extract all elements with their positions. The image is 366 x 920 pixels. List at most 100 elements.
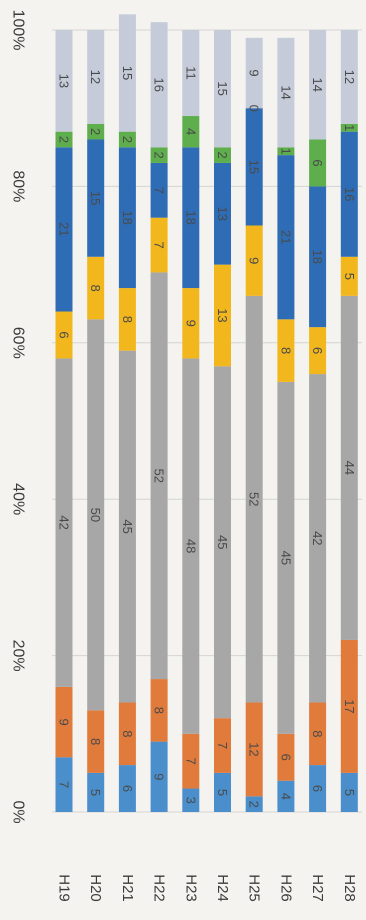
bar-segment [182, 788, 200, 812]
bar-segment [214, 366, 231, 719]
bar-segment [214, 772, 231, 812]
bar-segment [87, 772, 105, 812]
data-label: 2 [215, 152, 230, 159]
data-label: 9 [183, 320, 198, 327]
value-axis-tick-labels: 0% 20% 40% 60% 80% 100% [10, 10, 27, 824]
data-label: 16 [152, 78, 167, 92]
data-label: 5 [342, 789, 357, 796]
bar-segment [340, 123, 358, 132]
bar-segment [55, 311, 73, 359]
bar-segment [182, 147, 200, 289]
bar-segment [182, 116, 200, 148]
bar-segment [118, 14, 136, 132]
bar-segment [87, 319, 105, 711]
data-label: 45 [278, 551, 293, 565]
bar-segment [277, 37, 295, 148]
bar-segment [309, 327, 327, 375]
bar-segment [55, 686, 73, 758]
bar-segment [340, 295, 358, 640]
data-label: 21 [278, 230, 293, 244]
data-label: 7 [152, 241, 167, 248]
bar-segment [182, 733, 200, 789]
value-tick-label: 0% [10, 800, 27, 823]
bar-segment [118, 147, 136, 289]
category-tick-label: H28 [341, 874, 358, 902]
value-tick-label: 100% [10, 10, 27, 51]
value-tick-label: 60% [10, 327, 27, 359]
bar-segment [340, 30, 358, 124]
data-label: 1 [278, 148, 293, 155]
data-label: 5 [215, 789, 230, 796]
data-label: 52 [247, 492, 262, 506]
bar-segment [277, 319, 295, 382]
data-label: 21 [57, 222, 72, 236]
bar-segment [87, 139, 105, 257]
category-tick-label: H19 [56, 874, 73, 902]
bar-segment [87, 710, 105, 773]
bar-segment [87, 30, 105, 124]
data-label: 2 [247, 801, 262, 808]
bar-segment [150, 22, 168, 148]
data-label: 7 [57, 781, 72, 788]
data-label: 8 [88, 738, 103, 745]
bar-segment [87, 256, 105, 320]
bar-segment [150, 679, 168, 742]
bar-segment [55, 147, 73, 312]
data-label: 9 [247, 69, 262, 76]
bar-segment [182, 358, 200, 734]
data-label: 12 [342, 70, 357, 84]
data-label: 15 [88, 191, 103, 205]
data-label: 12 [88, 70, 103, 84]
data-label: 2 [120, 136, 135, 143]
bar-segment [245, 37, 263, 109]
bar-segment [118, 131, 136, 148]
data-label: 2 [152, 152, 167, 159]
bar-segment [340, 639, 358, 773]
bar-segment [309, 30, 327, 140]
value-tick-label: 20% [10, 640, 27, 672]
data-label: 13 [57, 74, 72, 88]
data-labels: 7942621213585081521268458182159852772163… [57, 66, 357, 808]
bar-segment [340, 772, 358, 812]
data-label: 8 [278, 347, 293, 354]
data-label: 9 [247, 257, 262, 264]
data-label: 6 [120, 785, 135, 792]
data-label: 3 [183, 797, 198, 804]
data-label: 5 [88, 789, 103, 796]
bar-segment [214, 718, 231, 773]
bar-segment [214, 264, 231, 367]
data-label: 45 [120, 519, 135, 533]
category-tick-label: H27 [309, 874, 326, 902]
data-label: 4 [183, 128, 198, 135]
data-label: 9 [57, 718, 72, 725]
bar-segment [245, 295, 263, 703]
data-label: 7 [152, 187, 167, 194]
bar-segment [182, 30, 200, 117]
data-label: 13 [215, 308, 230, 322]
bar-segment [55, 30, 73, 132]
bar-segment [309, 702, 327, 766]
data-label: 8 [120, 316, 135, 323]
data-label: 18 [120, 210, 135, 224]
data-label: 8 [152, 707, 167, 714]
bar-segment [277, 381, 295, 734]
data-label: 6 [310, 347, 325, 354]
bar-segment [277, 155, 295, 320]
bar-segment [340, 131, 358, 257]
bar-segment [118, 765, 136, 812]
data-label: 18 [183, 210, 198, 224]
bar-segment [182, 288, 200, 359]
data-label: 8 [310, 730, 325, 737]
data-label: 15 [247, 160, 262, 174]
category-tick-label: H24 [214, 874, 231, 902]
data-label: 6 [57, 331, 72, 338]
data-label: 8 [88, 284, 103, 291]
data-label: 9 [152, 773, 167, 780]
bar-segment [150, 162, 168, 218]
bar-segment [245, 702, 263, 797]
data-label: 1 [342, 124, 357, 131]
category-tick-label: H22 [151, 874, 168, 902]
bar-segment [150, 217, 168, 273]
category-tick-label: H23 [182, 874, 199, 902]
data-label: 6 [310, 159, 325, 166]
